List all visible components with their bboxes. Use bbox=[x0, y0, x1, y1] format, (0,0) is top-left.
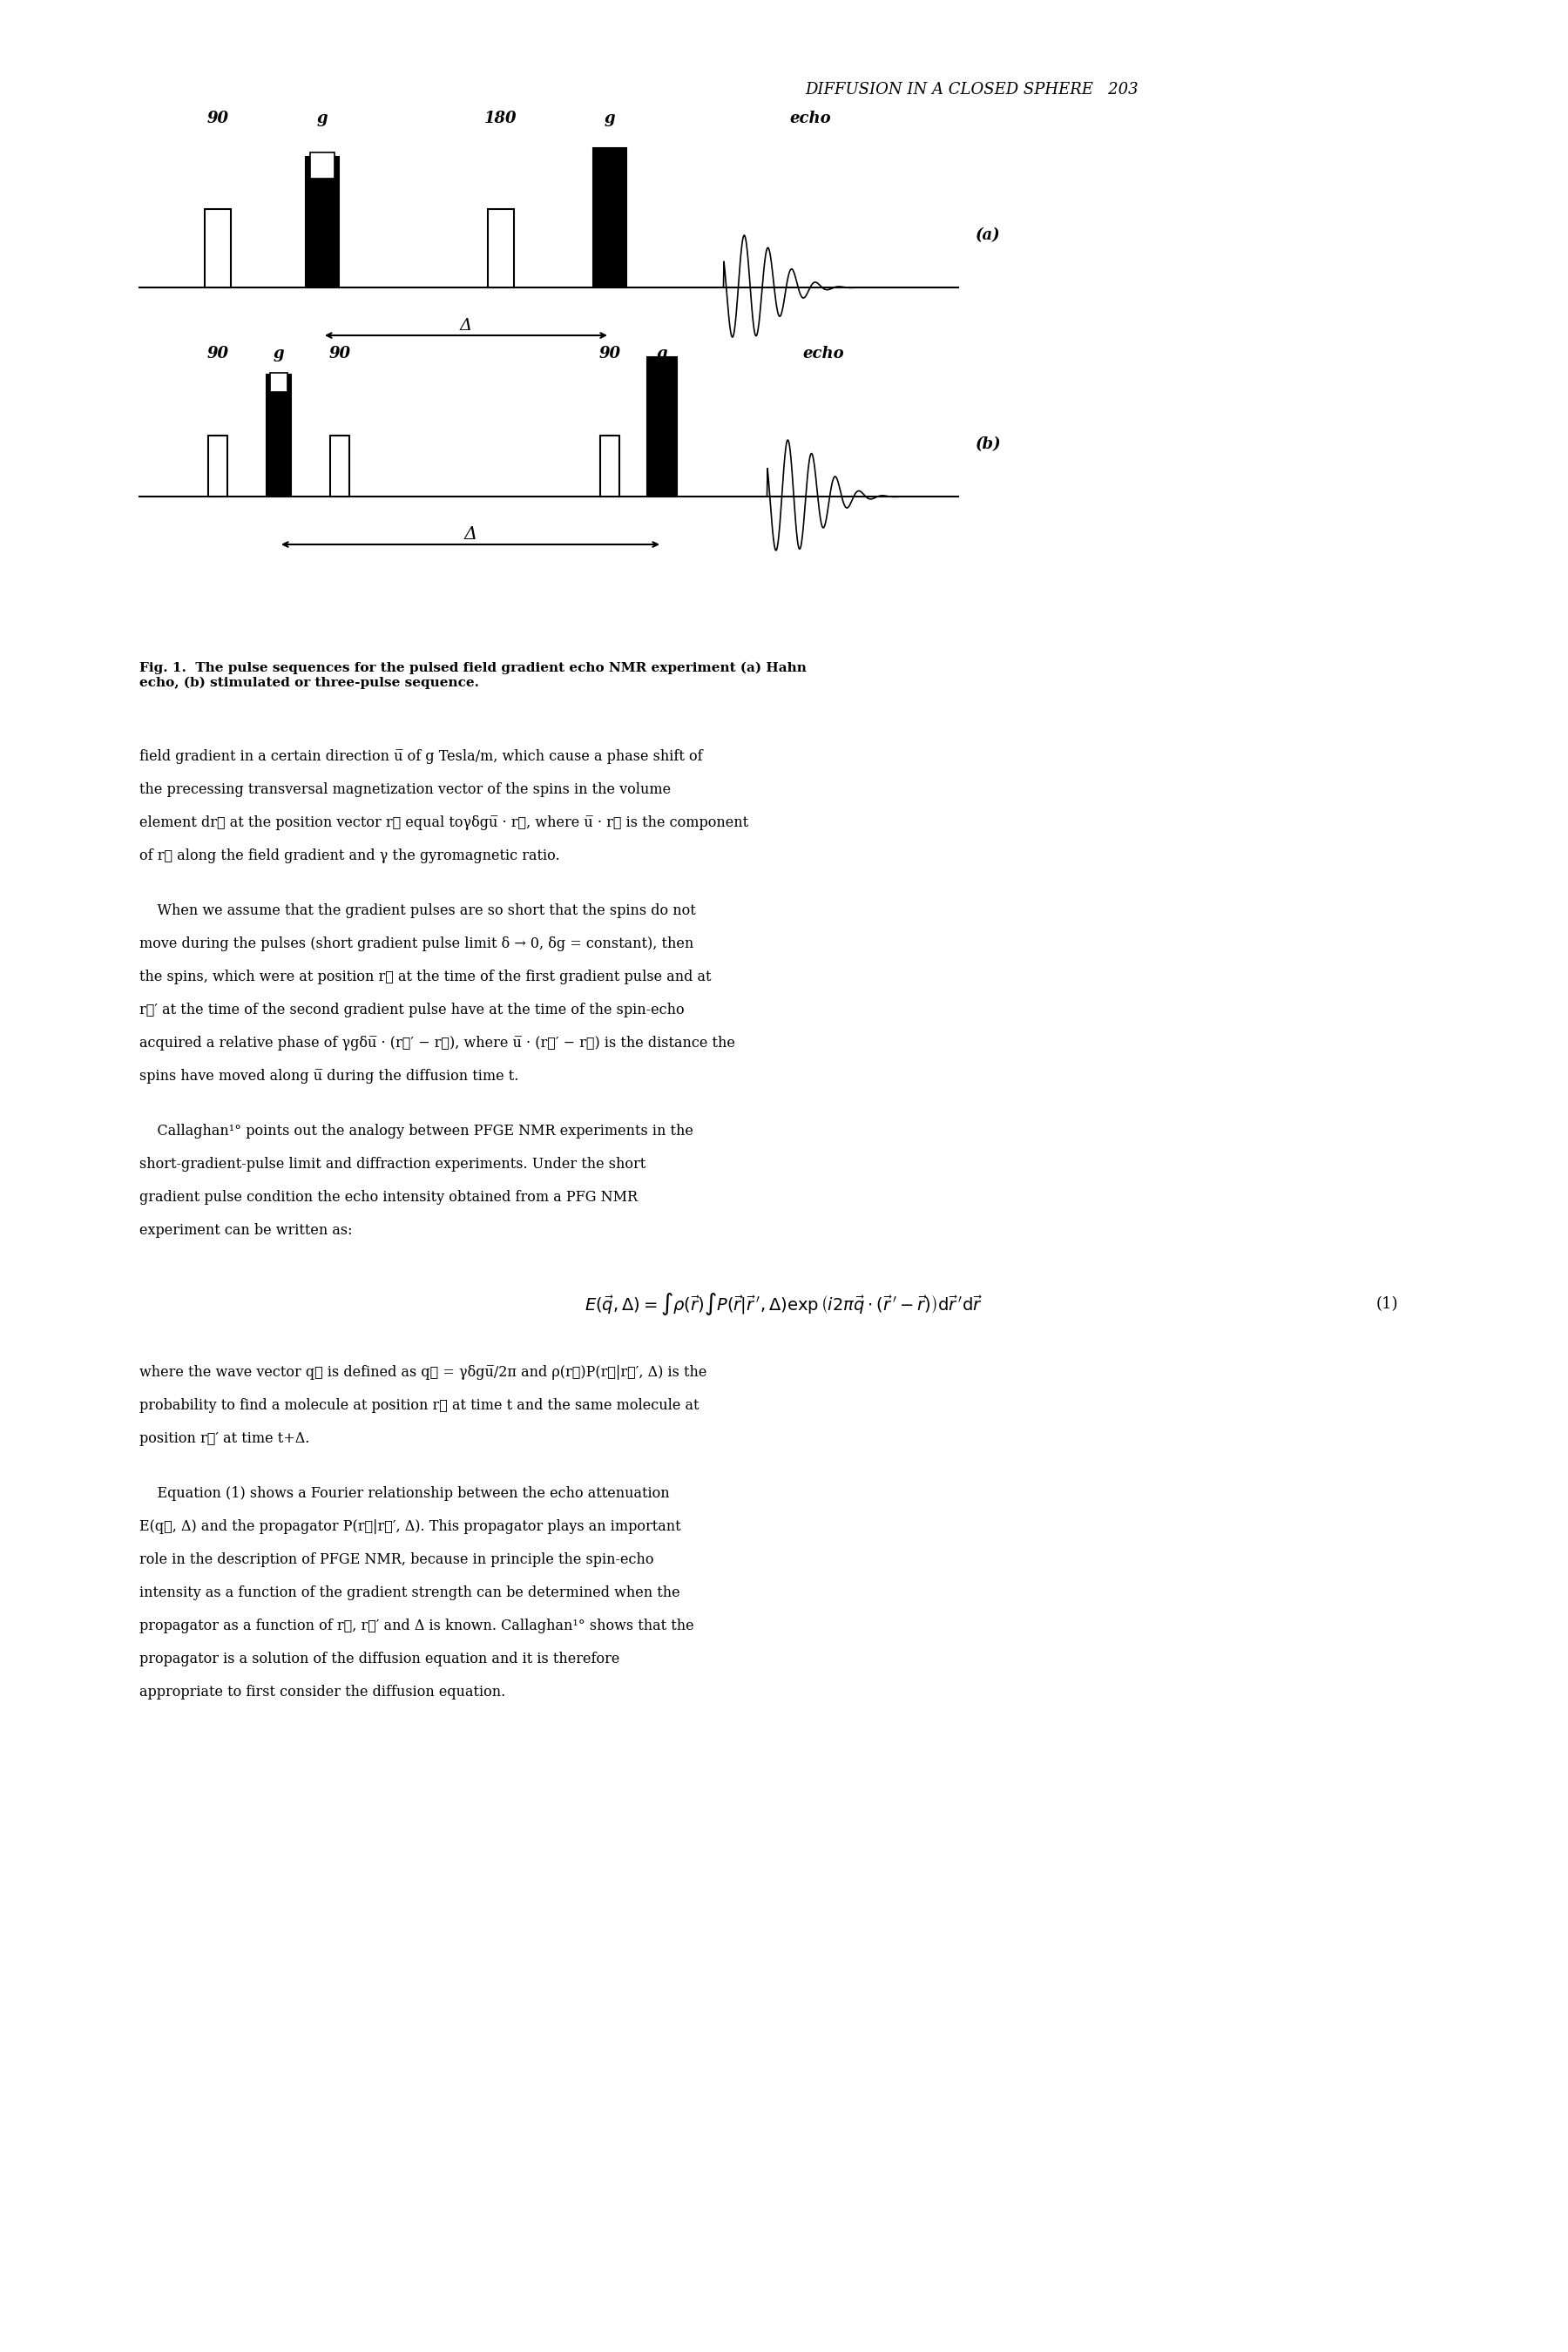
Text: move during the pulses (short gradient pulse limit δ → 0, δg = constant), then: move during the pulses (short gradient p… bbox=[140, 936, 693, 950]
Text: short-gradient-pulse limit and diffraction experiments. Under the short: short-gradient-pulse limit and diffracti… bbox=[140, 1157, 646, 1171]
Text: When we assume that the gradient pulses are so short that the spins do not: When we assume that the gradient pulses … bbox=[140, 903, 696, 917]
Text: 90: 90 bbox=[599, 346, 621, 362]
Text: r⃗′ at the time of the second gradient pulse have at the time of the spin-echo: r⃗′ at the time of the second gradient p… bbox=[140, 1002, 684, 1018]
Bar bbox=[310, 153, 334, 179]
Bar bbox=[209, 435, 227, 496]
Text: echo: echo bbox=[803, 346, 844, 362]
Bar bbox=[306, 158, 339, 287]
Text: $E(\vec{q}, \Delta) = \int \rho(\vec{r}) \int P(\vec{r}|\vec{r}\,^{\prime}, \Del: $E(\vec{q}, \Delta) = \int \rho(\vec{r})… bbox=[585, 1291, 983, 1317]
Bar bbox=[593, 148, 626, 287]
Text: 90: 90 bbox=[207, 346, 229, 362]
Text: E(q⃗, Δ) and the propagator P(r⃗|r⃗′, Δ). This propagator plays an important: E(q⃗, Δ) and the propagator P(r⃗|r⃗′, Δ)… bbox=[140, 1519, 681, 1534]
Text: g: g bbox=[273, 346, 284, 362]
Text: position r⃗′ at time t+Δ.: position r⃗′ at time t+Δ. bbox=[140, 1432, 309, 1446]
Bar bbox=[488, 209, 514, 287]
Text: probability to find a molecule at position r⃗ at time t and the same molecule at: probability to find a molecule at positi… bbox=[140, 1397, 699, 1414]
Text: 180: 180 bbox=[485, 111, 517, 127]
Text: experiment can be written as:: experiment can be written as: bbox=[140, 1223, 353, 1237]
Text: element dr⃗ at the position vector r⃗ equal toγδgu̅ · r⃗, where u̅ · r⃗ is the c: element dr⃗ at the position vector r⃗ eq… bbox=[140, 816, 748, 830]
Text: spins have moved along u̅ during the diffusion time t.: spins have moved along u̅ during the dif… bbox=[140, 1068, 519, 1084]
Text: role in the description of PFGE NMR, because in principle the spin-echo: role in the description of PFGE NMR, bec… bbox=[140, 1552, 654, 1566]
Text: (a): (a) bbox=[975, 228, 1000, 242]
Text: echo: echo bbox=[789, 111, 831, 127]
Text: the precessing transversal magnetization vector of the spins in the volume: the precessing transversal magnetization… bbox=[140, 783, 671, 797]
Text: Δ: Δ bbox=[459, 318, 472, 334]
Text: Equation (1) shows a Fourier relationship between the echo attenuation: Equation (1) shows a Fourier relationshi… bbox=[140, 1486, 670, 1501]
Text: g: g bbox=[657, 346, 668, 362]
Text: Δ: Δ bbox=[464, 527, 477, 543]
Text: of r⃗ along the field gradient and γ the gyromagnetic ratio.: of r⃗ along the field gradient and γ the… bbox=[140, 849, 560, 863]
Text: g: g bbox=[317, 111, 328, 127]
Bar bbox=[267, 374, 292, 496]
Text: field gradient in a certain direction u̅ of g Tesla/m, which cause a phase shift: field gradient in a certain direction u̅… bbox=[140, 750, 702, 764]
Text: gradient pulse condition the echo intensity obtained from a PFG NMR: gradient pulse condition the echo intens… bbox=[140, 1190, 638, 1204]
Text: acquired a relative phase of γgδu̅ · (r⃗′ − r⃗), where u̅ · (r⃗′ − r⃗) is the di: acquired a relative phase of γgδu̅ · (r⃗… bbox=[140, 1035, 735, 1051]
Text: intensity as a function of the gradient strength can be determined when the: intensity as a function of the gradient … bbox=[140, 1585, 681, 1599]
Text: the spins, which were at position r⃗ at the time of the first gradient pulse and: the spins, which were at position r⃗ at … bbox=[140, 969, 712, 985]
Text: Callaghan¹° points out the analogy between PFGE NMR experiments in the: Callaghan¹° points out the analogy betwe… bbox=[140, 1124, 693, 1138]
Text: 90: 90 bbox=[329, 346, 351, 362]
Bar bbox=[205, 209, 230, 287]
Text: (b): (b) bbox=[975, 437, 1002, 452]
Bar bbox=[270, 374, 287, 393]
Text: (1): (1) bbox=[1377, 1296, 1399, 1312]
Text: 90: 90 bbox=[207, 111, 229, 127]
Bar bbox=[331, 435, 350, 496]
Text: Fig. 1.  The pulse sequences for the pulsed field gradient echo NMR experiment (: Fig. 1. The pulse sequences for the puls… bbox=[140, 661, 806, 689]
Text: DIFFUSION IN A CLOSED SPHERE   203: DIFFUSION IN A CLOSED SPHERE 203 bbox=[806, 82, 1138, 99]
Text: appropriate to first consider the diffusion equation.: appropriate to first consider the diffus… bbox=[140, 1684, 505, 1700]
Bar bbox=[648, 358, 677, 496]
Text: g: g bbox=[604, 111, 615, 127]
Text: where the wave vector q⃗ is defined as q⃗ = γδgu̅/2π and ρ(r⃗)P(r⃗|r⃗′, Δ) is th: where the wave vector q⃗ is defined as q… bbox=[140, 1364, 707, 1381]
Text: propagator as a function of r⃗, r⃗′ and Δ is known. Callaghan¹° shows that the: propagator as a function of r⃗, r⃗′ and … bbox=[140, 1618, 695, 1632]
Bar bbox=[601, 435, 619, 496]
Text: propagator is a solution of the diffusion equation and it is therefore: propagator is a solution of the diffusio… bbox=[140, 1651, 619, 1668]
